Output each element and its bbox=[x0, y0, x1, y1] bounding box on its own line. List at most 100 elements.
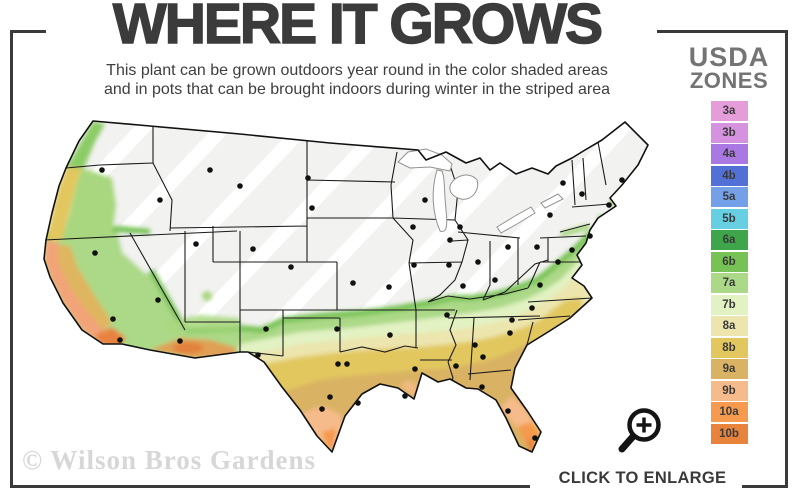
city-dot bbox=[505, 408, 511, 414]
city-dot bbox=[309, 205, 315, 211]
city-dot bbox=[579, 191, 585, 197]
city-dot bbox=[110, 316, 116, 322]
city-dot bbox=[529, 305, 535, 311]
city-dot bbox=[237, 183, 243, 189]
legend-zone-chip: 9b bbox=[710, 380, 748, 401]
lake-erie bbox=[496, 206, 536, 234]
city-dot bbox=[177, 338, 183, 344]
city-dot bbox=[334, 326, 340, 332]
legend-zone-chip: 9a bbox=[710, 359, 748, 379]
frame-border bbox=[10, 30, 13, 488]
city-dot bbox=[92, 250, 98, 256]
legend-zone-chip: 10b bbox=[710, 423, 748, 444]
city-dot bbox=[619, 177, 625, 183]
city-dot bbox=[117, 337, 123, 343]
frame-border bbox=[10, 485, 530, 488]
city-dot bbox=[507, 330, 513, 336]
legend-heading-usda: USDA bbox=[688, 42, 770, 72]
city-dot bbox=[446, 262, 452, 268]
us-outline bbox=[43, 120, 649, 453]
city-dot bbox=[335, 361, 341, 367]
city-dot bbox=[475, 259, 481, 265]
city-dot bbox=[606, 202, 612, 208]
city-dot bbox=[537, 282, 543, 288]
page-title: WHERE IT GROWS bbox=[112, 0, 604, 57]
city-dot bbox=[305, 175, 311, 181]
city-dot bbox=[472, 342, 478, 348]
city-dot bbox=[386, 284, 392, 290]
legend-zone-chip: 7b bbox=[710, 294, 748, 315]
city-dot bbox=[453, 363, 459, 369]
city-dot bbox=[460, 283, 466, 289]
city-dot bbox=[355, 400, 361, 406]
click-to-enlarge-label[interactable]: CLICK TO ENLARGE bbox=[558, 469, 727, 487]
city-dot bbox=[157, 197, 163, 203]
city-dot bbox=[479, 384, 485, 390]
city-dot bbox=[402, 393, 408, 399]
legend-zone-chip: 6b bbox=[710, 251, 748, 272]
city-dot bbox=[250, 246, 256, 252]
legend-zone-chip: 8a bbox=[710, 316, 748, 336]
legend-heading-zones: ZONES bbox=[689, 68, 769, 93]
city-dot bbox=[263, 326, 269, 332]
city-dot bbox=[447, 237, 453, 243]
legend-zone-chip: 3b bbox=[710, 122, 748, 143]
city-dot bbox=[555, 259, 561, 265]
city-dot bbox=[411, 262, 417, 268]
city-dot bbox=[327, 394, 333, 400]
city-dot bbox=[319, 406, 325, 412]
city-dot bbox=[534, 244, 540, 250]
frame-border bbox=[785, 30, 788, 488]
frame-border bbox=[10, 30, 46, 33]
city-dot bbox=[569, 247, 575, 253]
city-dot bbox=[410, 224, 416, 230]
subtitle-line-1: This plant can be grown outdoors year ro… bbox=[106, 62, 608, 79]
state-borders bbox=[44, 127, 611, 393]
city-dot bbox=[532, 435, 538, 441]
city-dot bbox=[587, 233, 593, 239]
lake-huron bbox=[449, 174, 479, 200]
legend-zone-chip: 7a bbox=[710, 273, 748, 293]
watermark: © Wilson Bros Gardens bbox=[22, 445, 316, 475]
city-dot bbox=[193, 241, 199, 247]
city-dot bbox=[350, 280, 356, 286]
city-dots bbox=[92, 167, 625, 441]
lake-ontario bbox=[540, 193, 564, 209]
great-lakes bbox=[397, 148, 564, 234]
frame-border bbox=[742, 485, 788, 488]
legend-zone-chip: 3a bbox=[710, 101, 748, 121]
city-dot bbox=[444, 312, 450, 318]
city-dot bbox=[492, 277, 498, 283]
magnifier-plus-icon[interactable] bbox=[617, 404, 669, 460]
page-subtitle: This plant can be grown outdoors year ro… bbox=[17, 61, 697, 99]
city-dot bbox=[457, 224, 463, 230]
legend-zone-chip: 5a bbox=[710, 187, 748, 207]
legend-zone-chip: 6a bbox=[710, 230, 748, 250]
legend-zone-list: 3a 3b 4a 4b 5a 5b 6a 6b 7a 7b 8a 8b 9a 9b 10a 10b bbox=[683, 101, 775, 444]
city-dot bbox=[560, 180, 566, 186]
enlarge-control[interactable]: CLICK TO ENLARGE bbox=[540, 404, 745, 488]
city-dot bbox=[480, 354, 486, 360]
city-dot bbox=[387, 332, 393, 338]
city-dot bbox=[288, 264, 294, 270]
city-dot bbox=[255, 352, 261, 358]
legend-zone-chip: 8b bbox=[710, 337, 748, 358]
frame-border bbox=[657, 30, 788, 33]
city-dot bbox=[155, 297, 161, 303]
city-dot bbox=[412, 366, 418, 372]
usda-zones-legend: USDA ZONES 3a 3b 4a 4b 5a 5b 6a 6b 7a 7b 8a 8b 9a 9b 1… bbox=[683, 44, 775, 444]
lake-michigan bbox=[432, 169, 448, 232]
subtitle-line-2: and in pots that can be brought indoors … bbox=[103, 81, 611, 98]
legend-zone-chip: 5b bbox=[710, 208, 748, 229]
city-dot bbox=[99, 167, 105, 173]
city-dot bbox=[505, 244, 511, 250]
city-dot bbox=[547, 212, 553, 218]
city-dot bbox=[207, 167, 213, 173]
legend-zone-chip: 4b bbox=[710, 165, 748, 186]
city-dot bbox=[422, 197, 428, 203]
city-dot bbox=[509, 317, 515, 323]
city-dot bbox=[344, 361, 350, 367]
legend-zone-chip: 10a bbox=[710, 402, 748, 422]
